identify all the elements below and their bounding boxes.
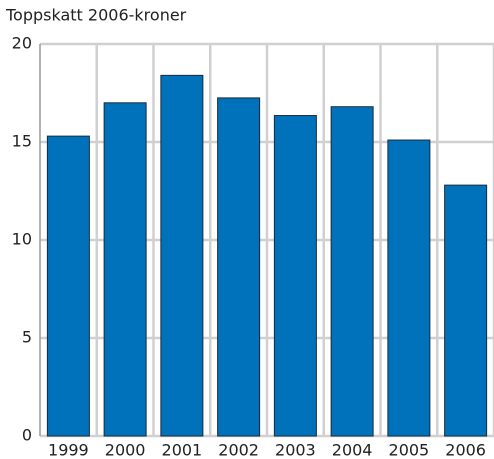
bar (217, 97, 261, 437)
x-tick-label: 2005 (389, 441, 430, 459)
y-tick-label: 10 (12, 230, 32, 249)
bar (160, 74, 204, 437)
x-tick-label: 2006 (445, 441, 486, 459)
bar (444, 184, 488, 437)
x-tick-label: 2000 (105, 441, 146, 459)
x-tick-label: 1999 (48, 441, 89, 459)
y-tick-label: 0 (22, 426, 32, 445)
bar (103, 102, 147, 437)
y-tick-label: 20 (12, 34, 32, 53)
bar (46, 135, 90, 437)
axis-label: Toppskatt 2006-kroner (5, 6, 187, 25)
bar (330, 106, 374, 437)
x-tick-label: 2003 (275, 441, 316, 459)
bar (387, 139, 431, 437)
y-tick-label: 15 (12, 132, 32, 151)
x-tick-label: 2004 (332, 441, 373, 459)
bar (273, 115, 317, 437)
x-tick-label: 2001 (162, 441, 203, 459)
x-tick-label: 2002 (218, 441, 259, 459)
y-tick-label: 5 (22, 328, 32, 347)
